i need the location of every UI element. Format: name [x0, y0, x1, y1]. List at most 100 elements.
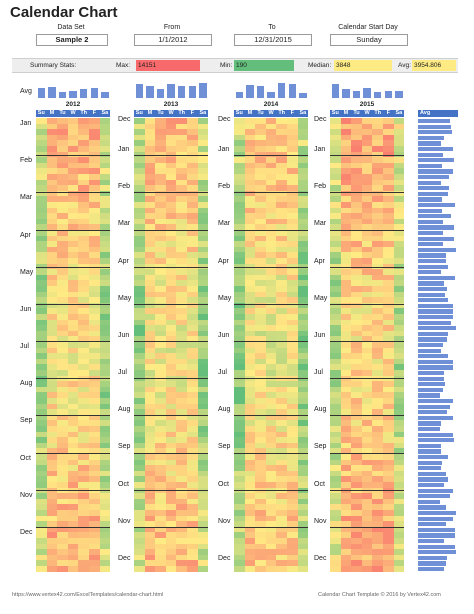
to-date-input[interactable]: 12/31/2015	[234, 34, 312, 46]
month-label-jun: Jun	[20, 305, 32, 313]
calendar-cell	[36, 134, 47, 141]
calendar-cell	[255, 314, 266, 320]
calendar-cell	[57, 241, 68, 247]
calendar-cell	[99, 190, 111, 197]
week-avg-bar	[418, 516, 453, 521]
calendar-cell	[89, 241, 100, 247]
start-day-select[interactable]: Sunday	[330, 34, 408, 46]
week-avg-bar	[418, 460, 442, 465]
calendar-cell	[36, 129, 47, 135]
calendar-cell	[144, 179, 156, 186]
calendar-cell	[36, 381, 47, 387]
calendar-cell	[99, 297, 111, 303]
calendar-cell	[46, 123, 58, 130]
calendar-cell	[78, 185, 89, 191]
calendar-cell	[244, 566, 256, 572]
calendar-cell	[99, 202, 111, 208]
calendar-cell	[78, 325, 89, 331]
calendar-cell	[78, 308, 89, 314]
calendar-cell	[287, 190, 298, 197]
calendar-cell	[134, 414, 145, 421]
calendar-cell	[78, 437, 89, 443]
calendar-cell	[351, 398, 362, 404]
calendar-cell	[372, 476, 383, 482]
month-label-jan: Jan	[118, 146, 130, 154]
calendar-cell	[36, 230, 47, 236]
calendar-cell	[134, 521, 145, 527]
footer-url[interactable]: https://www.vertex42.com/ExcelTemplates/…	[12, 592, 164, 598]
calendar-cell	[383, 286, 394, 292]
calendar-cell	[287, 134, 298, 141]
calendar-cell	[89, 252, 100, 258]
calendar-cell	[383, 454, 394, 460]
week-avg-bar	[418, 180, 441, 185]
calendar-cell	[57, 398, 68, 404]
calendar-cell	[197, 431, 209, 438]
calendar-cell	[187, 482, 198, 488]
calendar-cell	[89, 336, 100, 342]
calendar-cell	[165, 246, 177, 253]
calendar-cell	[383, 123, 394, 130]
calendar-cell	[340, 498, 352, 505]
calendar-cell	[89, 381, 100, 387]
from-date-input[interactable]: 1/1/2012	[134, 34, 212, 46]
calendar-cell	[144, 190, 156, 197]
calendar-cell	[255, 252, 266, 258]
calendar-cell	[165, 162, 177, 169]
calendar-cell	[297, 291, 309, 298]
calendar-cell	[134, 129, 145, 135]
calendar-cell	[255, 448, 266, 454]
weekday-avg-bar	[37, 88, 46, 98]
calendar-cell	[372, 241, 383, 247]
calendar-cell	[351, 129, 362, 135]
calendar-cell	[155, 560, 166, 566]
calendar-cell	[57, 370, 68, 376]
calendar-cell	[351, 230, 362, 236]
data-set-select[interactable]: Sample 2	[36, 34, 108, 46]
calendar-cell	[287, 224, 298, 230]
calendar-cell	[67, 168, 79, 174]
calendar-cell	[36, 319, 47, 326]
calendar-cell	[351, 538, 362, 544]
month-label-dec: Dec	[118, 555, 131, 562]
calendar-cell	[265, 174, 277, 180]
calendar-cell	[165, 258, 177, 264]
calendar-cell	[36, 532, 47, 538]
calendar-cell	[46, 476, 58, 482]
calendar-cell	[165, 218, 177, 225]
calendar-cell	[46, 280, 58, 286]
weekday-header: Sa	[99, 110, 111, 117]
calendar-cell	[197, 353, 209, 359]
calendar-cell	[155, 532, 166, 538]
calendar-cell	[78, 398, 89, 404]
calendar-cell	[187, 325, 198, 331]
calendar-cell	[234, 314, 245, 320]
weekday-header: Sa	[197, 110, 209, 117]
calendar-cell	[383, 297, 394, 303]
calendar-cell	[265, 314, 277, 320]
weekday-avg-bar	[352, 91, 361, 98]
calendar-cell	[176, 543, 187, 550]
calendar-cell	[144, 358, 156, 365]
calendar-cell	[197, 482, 209, 488]
calendar-cell	[197, 291, 209, 298]
calendar-cell	[340, 286, 352, 292]
calendar-cell	[36, 207, 47, 214]
calendar-cell	[134, 454, 145, 460]
calendar-cell	[276, 543, 287, 550]
calendar-cell	[67, 286, 79, 292]
calendar-cell	[393, 498, 405, 505]
calendar-cell	[155, 470, 166, 477]
calendar-cell	[351, 353, 362, 359]
calendar-cell	[78, 554, 89, 561]
calendar-cell	[197, 549, 209, 555]
calendar-cell	[57, 465, 68, 471]
calendar-cell	[176, 409, 187, 415]
calendar-cell	[67, 258, 79, 264]
weekday-header: F	[287, 110, 298, 117]
calendar-cell	[351, 269, 362, 275]
calendar-cell	[351, 476, 362, 482]
calendar-cell	[255, 174, 266, 180]
calendar-cell	[351, 179, 362, 186]
calendar-cell	[165, 386, 177, 393]
